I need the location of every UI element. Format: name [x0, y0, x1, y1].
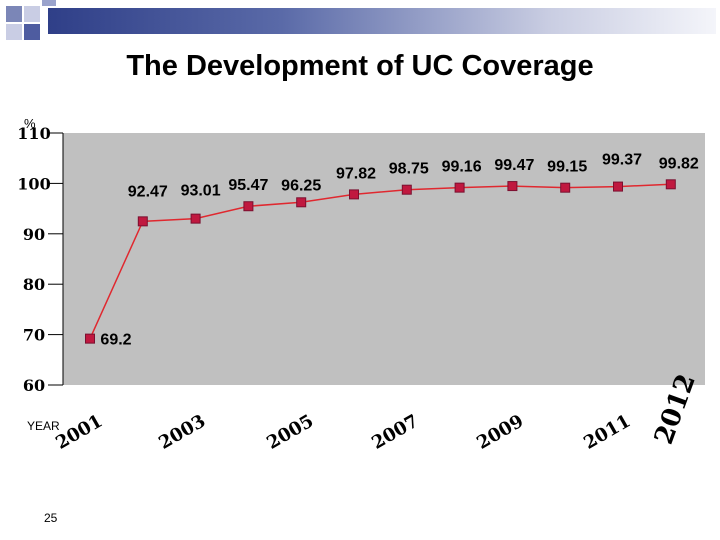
header-gradient-bar — [48, 8, 716, 34]
x-tick-label: 2005 — [263, 411, 317, 454]
axes: 60 70 80 90 100 110 — [17, 124, 64, 395]
corner-square-4 — [24, 24, 40, 40]
x-tick-label: 2011 — [580, 411, 634, 454]
data-label: 96.25 — [281, 177, 321, 194]
data-point-marker — [137, 216, 148, 227]
data-point-marker — [454, 182, 465, 193]
corner-square-2 — [24, 6, 40, 22]
data-label: 99.82 — [659, 155, 699, 172]
data-point-marker — [401, 184, 412, 195]
data-point-marker — [243, 201, 254, 212]
y-tick-label: 90 — [23, 225, 45, 244]
data-point-marker — [85, 333, 95, 344]
data-label: 98.75 — [389, 161, 429, 178]
data-label: 93.01 — [181, 183, 221, 200]
data-label: 99.47 — [494, 157, 534, 174]
slide-title: The Development of UC Coverage — [126, 50, 594, 82]
x-tick-label: 2009 — [473, 411, 527, 454]
data-point-marker — [560, 182, 571, 193]
y-tick-label: 110 — [17, 124, 50, 143]
data-label: 97.82 — [336, 165, 376, 182]
x-tick-label: 2003 — [155, 411, 209, 454]
corner-square-1 — [6, 6, 22, 22]
data-point-marker — [665, 179, 676, 190]
y-tick-label: 100 — [17, 174, 50, 193]
y-tick-label: 60 — [23, 376, 45, 395]
y-axis-unit-label: % — [24, 116, 36, 131]
data-label: 69.2 — [100, 332, 131, 349]
plot-area — [63, 133, 705, 385]
data-label: 99.15 — [547, 159, 587, 176]
series-group — [85, 179, 676, 344]
data-point-marker — [507, 181, 518, 192]
data-labels: 69.2 92.47 93.01 95.47 96.25 97.82 98.75 99.16 9… — [100, 152, 698, 349]
x-axis-title: YEAR — [27, 419, 60, 433]
data-label: 99.16 — [442, 159, 482, 176]
data-point-marker — [296, 197, 307, 208]
y-tick-label: 80 — [23, 275, 45, 294]
corner-square-3 — [6, 24, 22, 40]
data-point-marker — [190, 213, 201, 224]
series-line — [89, 183, 671, 339]
data-label: 95.47 — [228, 177, 268, 194]
data-label: 92.47 — [128, 183, 168, 200]
data-point-marker — [613, 181, 623, 192]
x-tick-label: 2001 — [52, 411, 106, 454]
data-label: 99.37 — [602, 152, 642, 169]
data-point-marker — [349, 189, 359, 200]
x-tick-label: 2007 — [368, 411, 422, 454]
y-tick-label: 70 — [23, 326, 45, 345]
corner-square-5 — [42, 0, 56, 6]
page-number: 25 — [44, 511, 58, 525]
